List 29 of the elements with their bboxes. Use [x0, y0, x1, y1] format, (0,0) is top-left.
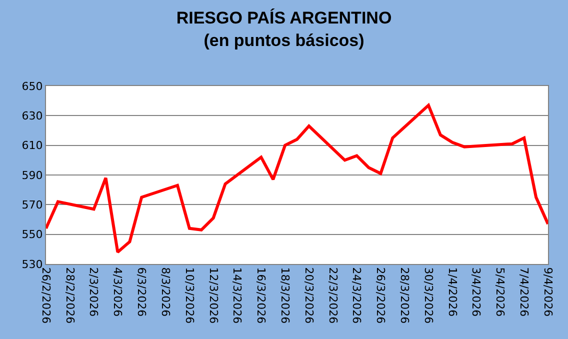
x-tick-label: 9/4/2026 — [541, 267, 554, 317]
x-tick-label: 30/3/2026 — [422, 267, 435, 324]
x-tick-label: 20/3/2026 — [302, 267, 316, 324]
x-tick-label: 10/3/2026 — [182, 267, 196, 324]
line-series — [46, 104, 548, 254]
y-tick-label: 570 — [22, 198, 43, 212]
x-tick-label: 5/4/2026 — [494, 267, 507, 317]
x-tick-label: 6/3/2026 — [135, 267, 148, 317]
y-tick-label: 630 — [22, 110, 43, 123]
x-tick-label: 28/2/2026 — [63, 267, 76, 324]
x-tick-label: 3/4/2026 — [470, 267, 483, 317]
x-tick-label: 7/4/2026 — [518, 267, 531, 317]
x-tick-label: 18/3/2026 — [278, 267, 292, 324]
x-tick-label: 24/3/2026 — [350, 267, 364, 324]
y-tick-label: 590 — [22, 168, 43, 182]
y-tick-label: 550 — [22, 228, 43, 242]
chart-title: RIESGO PAÍS ARGENTINO (en puntos básicos) — [176, 8, 392, 50]
y-tick-label: 610 — [22, 139, 43, 152]
x-tick-label: 14/3/2026 — [230, 267, 244, 324]
x-tick-label: 1/4/2026 — [446, 267, 459, 317]
x-tick-label: 16/3/2026 — [254, 267, 268, 324]
x-tick-label: 26/3/2026 — [374, 267, 388, 324]
x-tick-label: 28/3/2026 — [398, 267, 411, 324]
x-tick-label: 8/3/2026 — [158, 267, 172, 317]
y-tick-label: 650 — [22, 80, 43, 93]
x-tick-label: 2/3/2026 — [87, 267, 100, 317]
x-tick-label: 4/3/2026 — [111, 267, 124, 317]
x-tick-label: 12/3/2026 — [206, 267, 220, 324]
x-tick-label: 22/3/2026 — [326, 267, 340, 324]
